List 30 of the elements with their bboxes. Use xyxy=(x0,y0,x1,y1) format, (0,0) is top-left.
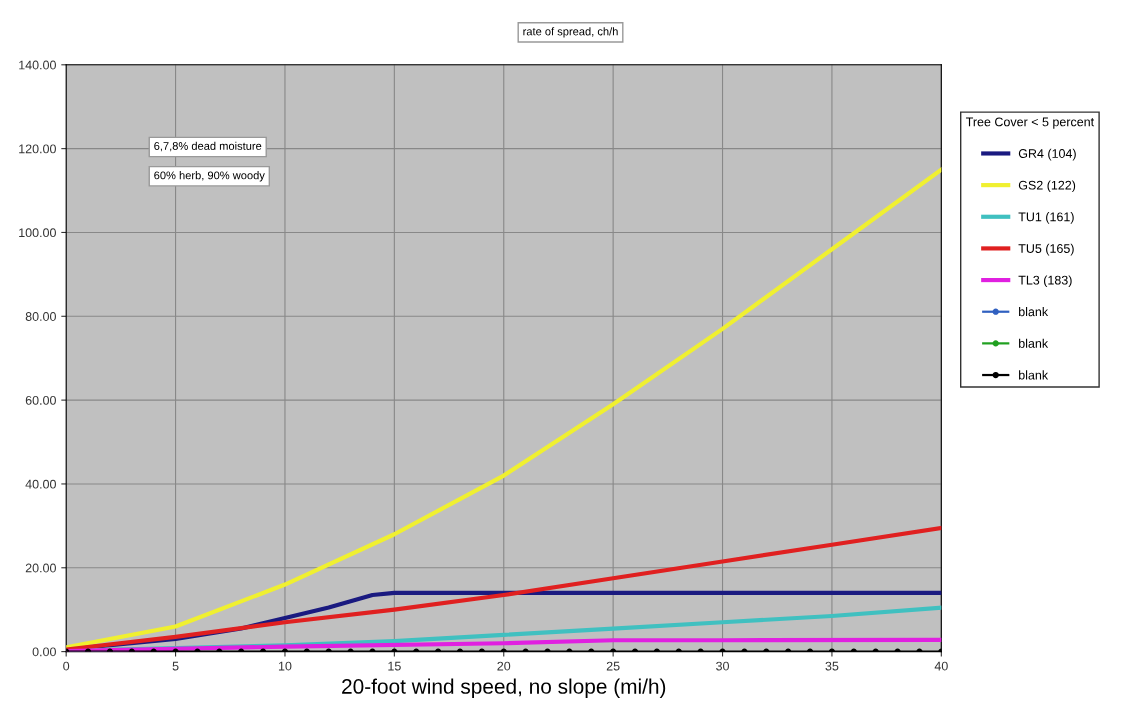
x-tick-label: 20 xyxy=(497,661,511,671)
x-tick-label: 30 xyxy=(716,661,729,671)
x-tick-label: 5 xyxy=(172,661,179,671)
legend-label: TU5 (165) xyxy=(1018,243,1074,256)
legend-label: GR4 (104) xyxy=(1018,148,1076,161)
legend-label: blank xyxy=(1019,338,1049,348)
legend-label: GS2 (122) xyxy=(1018,180,1076,193)
x-axis-title: 20-foot wind speed, no slope (mi/h) xyxy=(342,678,666,698)
y-tick-label: 40.00 xyxy=(25,479,56,489)
x-tick-label: 10 xyxy=(278,661,292,671)
x-tick-label: 15 xyxy=(388,661,401,671)
legend-label: blank xyxy=(1019,307,1049,317)
x-tick-label: 25 xyxy=(606,661,620,671)
y-tick-label: 0.00 xyxy=(32,647,56,657)
legend-label: TU1 (161) xyxy=(1018,212,1074,224)
annotation: 6,7,8% dead moisture xyxy=(154,141,262,152)
y-tick-label: 120.00 xyxy=(19,144,56,154)
y-tick-label: 20.00 xyxy=(25,563,56,573)
x-tick-label: 35 xyxy=(825,661,839,671)
legend-title: Tree Cover < 5 percent xyxy=(965,117,1095,129)
legend-label: blank xyxy=(1019,370,1049,380)
text: rate of spread, ch/h xyxy=(523,27,618,38)
y-tick-label: 60.00 xyxy=(25,395,56,405)
y-tick-label: 140.00 xyxy=(19,60,56,70)
y-tick-label: 100.00 xyxy=(19,228,56,238)
y-tick-label: 80.00 xyxy=(25,312,56,321)
legend-label: TL3 (183) xyxy=(1018,275,1072,288)
x-tick-label: 0 xyxy=(63,661,70,671)
annotation: 60% herb, 90% woody xyxy=(154,171,265,182)
x-tick-label: 40 xyxy=(934,661,948,671)
